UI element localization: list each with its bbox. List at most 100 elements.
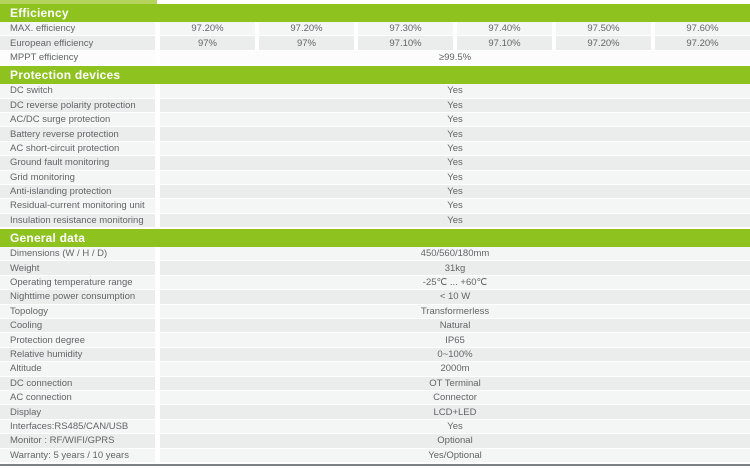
row-value: 97% bbox=[259, 36, 354, 51]
row-value: 97.20% bbox=[556, 36, 651, 51]
table-row-warranty: Warranty: 5 years / 10 years Yes/Optiona… bbox=[0, 448, 750, 463]
table-row-weight: Weight 31kg bbox=[0, 261, 750, 276]
column-gap bbox=[255, 22, 259, 37]
row-label: DC connection bbox=[0, 376, 155, 391]
row-label: DC reverse polarity protection bbox=[0, 98, 155, 113]
top-strip bbox=[0, 0, 750, 4]
column-gap bbox=[155, 127, 160, 142]
table-row-insulation-resistance-monitoring: Insulation resistance monitoring Yes bbox=[0, 213, 750, 229]
row-value: Transformerless bbox=[160, 304, 750, 320]
table-row-altitude: Altitude 2000m bbox=[0, 362, 750, 377]
table-row-residual-current-monitoring: Residual-current monitoring unit Yes bbox=[0, 199, 750, 214]
row-label: Interfaces:RS485/CAN/USB bbox=[0, 419, 155, 435]
column-gap bbox=[155, 275, 160, 291]
row-value: Yes bbox=[160, 156, 750, 171]
column-gap bbox=[155, 247, 160, 262]
row-label: MPPT efficiency bbox=[0, 50, 155, 66]
table-row-anti-islanding-protection: Anti-islanding protection Yes bbox=[0, 184, 750, 200]
table-row-max-efficiency: MAX. efficiency 97.20% 97.20% 97.30% 97.… bbox=[0, 22, 750, 37]
column-gap bbox=[155, 184, 160, 200]
table-row-battery-reverse-protection: Battery reverse protection Yes bbox=[0, 127, 750, 142]
row-value: Yes bbox=[160, 141, 750, 157]
column-gap bbox=[155, 448, 160, 463]
column-gap bbox=[155, 419, 160, 435]
table-row-dc-reverse-polarity: DC reverse polarity protection Yes bbox=[0, 98, 750, 113]
column-gap bbox=[155, 376, 160, 391]
row-value: 97.60% bbox=[655, 22, 750, 37]
row-value: Optional bbox=[160, 434, 750, 449]
row-value: 450/560/180mm bbox=[160, 247, 750, 262]
row-label: Residual-current monitoring unit bbox=[0, 199, 155, 214]
row-value: Yes/Optional bbox=[160, 448, 750, 463]
row-value: 97.50% bbox=[556, 22, 651, 37]
row-label: Cooling bbox=[0, 319, 155, 334]
row-value: 97.20% bbox=[655, 36, 750, 51]
row-label: Relative humidity bbox=[0, 347, 155, 363]
column-gap bbox=[155, 141, 160, 157]
column-gap bbox=[155, 84, 160, 99]
table-row-display: Display LCD+LED bbox=[0, 405, 750, 420]
column-gap bbox=[255, 36, 259, 51]
table-row-nighttime-power-consumption: Nighttime power consumption < 10 W bbox=[0, 290, 750, 305]
row-value: -25℃ ... +60℃ bbox=[160, 275, 750, 291]
table-row-protection-degree: Protection degree IP65 bbox=[0, 333, 750, 348]
section-header-protection-devices: Protection devices bbox=[0, 66, 750, 85]
row-value: Yes bbox=[160, 419, 750, 435]
row-label: Display bbox=[0, 405, 155, 420]
bottom-rule bbox=[0, 463, 750, 466]
row-value: 97.20% bbox=[160, 22, 255, 37]
column-gap bbox=[155, 170, 160, 185]
table-row-mppt-efficiency: MPPT efficiency ≥99.5% bbox=[0, 50, 750, 66]
column-gap bbox=[155, 347, 160, 363]
column-gap bbox=[155, 156, 160, 171]
table-row-dimensions: Dimensions (W / H / D) 450/560/180mm bbox=[0, 247, 750, 262]
row-value: 97.30% bbox=[358, 22, 453, 37]
column-gap bbox=[155, 213, 160, 229]
column-gap bbox=[155, 22, 160, 37]
column-gap bbox=[354, 22, 358, 37]
row-value: Yes bbox=[160, 170, 750, 185]
row-label: Ground fault monitoring bbox=[0, 156, 155, 171]
row-value: ≥99.5% bbox=[160, 50, 750, 66]
row-label: AC connection bbox=[0, 390, 155, 406]
column-gap bbox=[155, 362, 160, 377]
column-gap bbox=[155, 36, 160, 51]
row-value: Yes bbox=[160, 127, 750, 142]
table-row-european-efficiency: European efficiency 97% 97% 97.10% 97.10… bbox=[0, 36, 750, 51]
row-value: 97.20% bbox=[259, 22, 354, 37]
column-gap bbox=[155, 405, 160, 420]
row-value: 31kg bbox=[160, 261, 750, 276]
table-row-relative-humidity: Relative humidity 0~100% bbox=[0, 347, 750, 363]
row-value: Yes bbox=[160, 213, 750, 229]
table-row-cooling: Cooling Natural bbox=[0, 319, 750, 334]
table-row-operating-temperature-range: Operating temperature range -25℃ ... +60… bbox=[0, 275, 750, 291]
row-value: Yes bbox=[160, 84, 750, 99]
column-gap bbox=[453, 36, 457, 51]
row-label: MAX. efficiency bbox=[0, 22, 155, 37]
table-row-grid-monitoring: Grid monitoring Yes bbox=[0, 170, 750, 185]
column-gap bbox=[155, 50, 160, 66]
row-value: 0~100% bbox=[160, 347, 750, 363]
row-label: AC short-circuit protection bbox=[0, 141, 155, 157]
top-strip-white-segment bbox=[157, 0, 750, 4]
column-gap bbox=[155, 199, 160, 214]
row-value: Natural bbox=[160, 319, 750, 334]
column-gap bbox=[552, 36, 556, 51]
row-value: Connector bbox=[160, 390, 750, 406]
table-row-ac-connection: AC connection Connector bbox=[0, 390, 750, 406]
column-gap bbox=[155, 333, 160, 348]
row-label: European efficiency bbox=[0, 36, 155, 51]
row-label: Insulation resistance monitoring bbox=[0, 213, 155, 229]
table-row-topology: Topology Transformerless bbox=[0, 304, 750, 320]
row-value: OT Terminal bbox=[160, 376, 750, 391]
row-label: AC/DC surge protection bbox=[0, 112, 155, 128]
row-label: Protection degree bbox=[0, 333, 155, 348]
row-value: Yes bbox=[160, 199, 750, 214]
section-header-general-data: General data bbox=[0, 229, 750, 248]
table-row-monitor: Monitor : RF/WIFI/GPRS Optional bbox=[0, 434, 750, 449]
row-value: Yes bbox=[160, 184, 750, 200]
row-value: 97% bbox=[160, 36, 255, 51]
table-row-ground-fault-monitoring: Ground fault monitoring Yes bbox=[0, 156, 750, 171]
row-value: Yes bbox=[160, 98, 750, 113]
